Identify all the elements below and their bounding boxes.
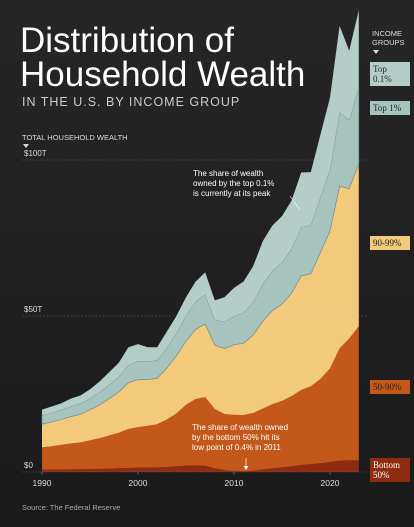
legend-item: Top 0.1% (370, 62, 410, 86)
annotation-arrow (243, 466, 249, 470)
y-axis-label: TOTAL HOUSEHOLD WEALTH (22, 133, 128, 142)
annotation: low point of 0.4% in 2011 (192, 443, 281, 452)
y-tick-label: $100T (24, 149, 47, 158)
x-tick-label: 2000 (129, 478, 148, 488)
legend-title: GROUPS (372, 38, 405, 47)
legend-arrow (373, 50, 379, 54)
legend-item: Bottom 50% (370, 458, 410, 482)
legend-item: 50-90% (370, 380, 410, 394)
annotation: The share of wealth (193, 169, 263, 178)
label-arrow (23, 144, 29, 148)
y-tick-label: $50T (24, 305, 42, 314)
x-tick-label: 2010 (225, 478, 244, 488)
x-tick-label: 2020 (321, 478, 340, 488)
area (42, 460, 359, 472)
annotation: owned by the top 0.1% (193, 179, 274, 188)
legend-item: 90-99% (370, 236, 410, 250)
plot-area (41, 10, 360, 472)
annotation-line (289, 195, 301, 211)
legend-item: Top 1% (370, 101, 410, 115)
chart-title: Distribution of (20, 21, 234, 60)
area (41, 87, 360, 425)
x-tick-label: 1990 (33, 478, 52, 488)
source: Source: The Federal Reserve (22, 503, 120, 512)
annotation: by the bottom 50% hit its (192, 433, 280, 442)
area (42, 10, 359, 416)
legend-title: INCOME (372, 29, 402, 38)
area (42, 164, 359, 448)
chart-subtitle: IN THE U.S. BY INCOME GROUP (22, 95, 240, 109)
annotation: The share of wealth owned (192, 423, 288, 432)
area (42, 326, 359, 472)
y-tick-label: $0 (24, 461, 33, 470)
chart-title: Household Wealth (20, 55, 305, 94)
annotation: is currently at its peak (193, 189, 271, 198)
